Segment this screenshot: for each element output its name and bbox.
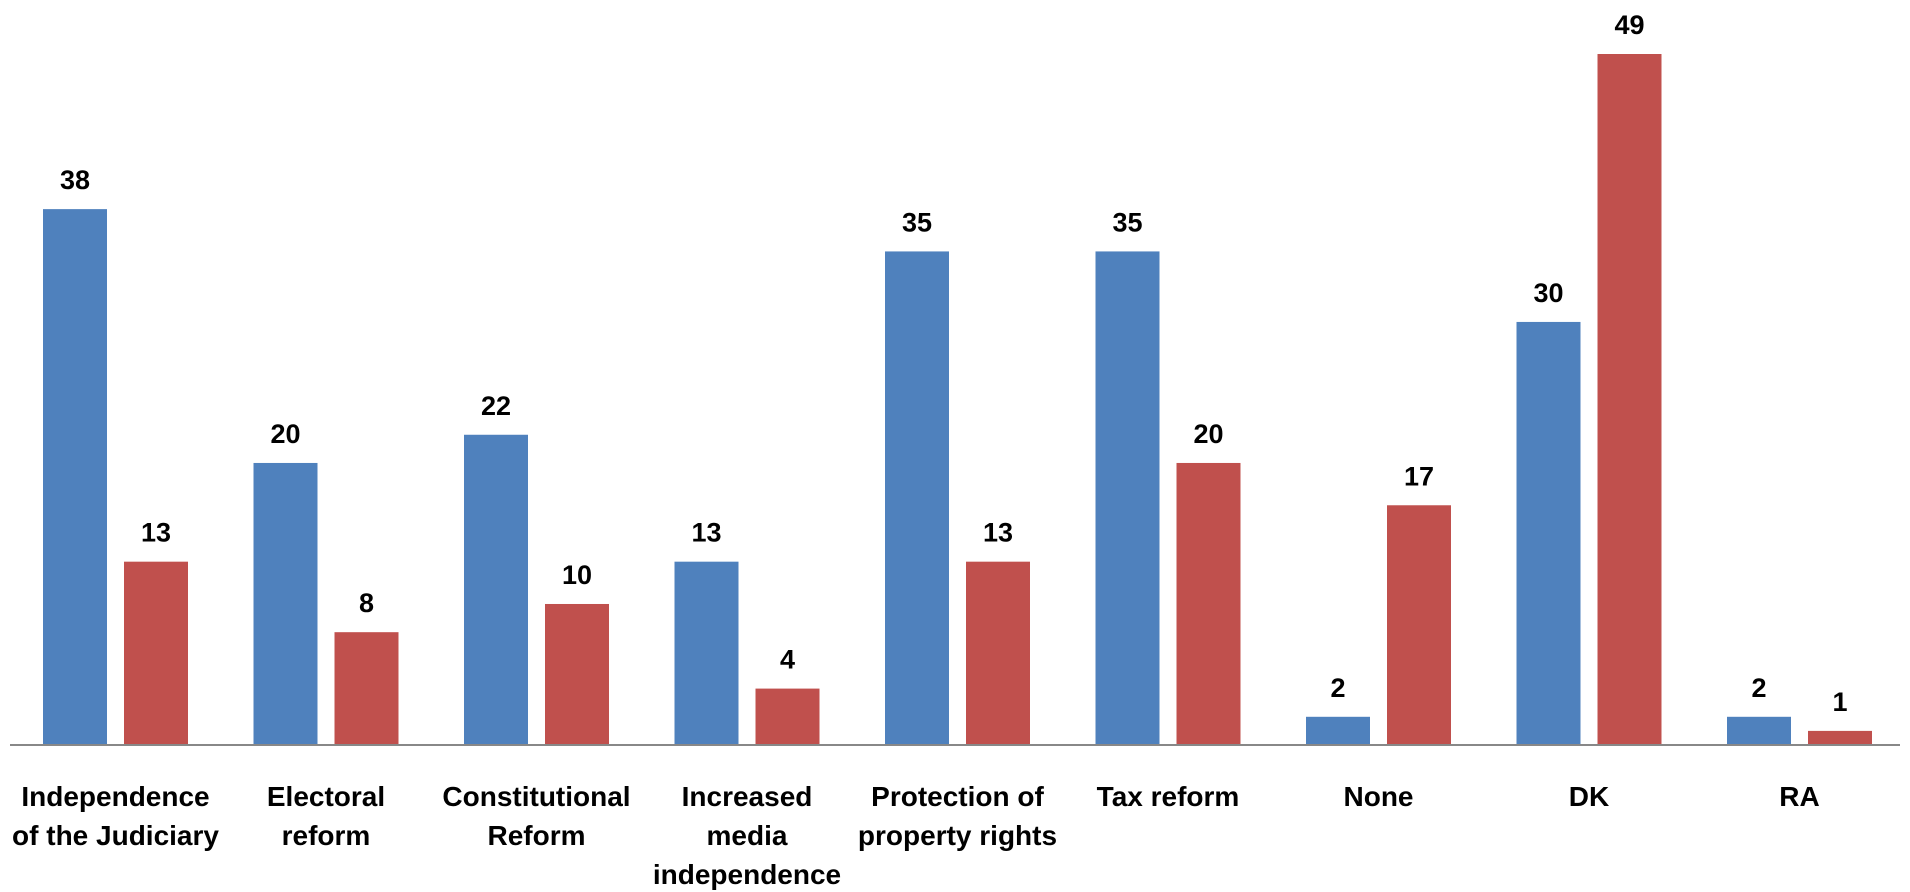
category-label-line: Electoral bbox=[267, 781, 385, 812]
category-label: Increased media independence bbox=[653, 781, 841, 890]
category-label: Constitutional Reform bbox=[442, 781, 630, 851]
bar bbox=[43, 209, 107, 746]
data-label: 17 bbox=[1404, 461, 1434, 491]
bar bbox=[1095, 251, 1160, 745]
data-label: 20 bbox=[270, 419, 300, 449]
bar bbox=[674, 561, 739, 745]
data-label: 2 bbox=[1330, 673, 1345, 703]
bar bbox=[545, 603, 609, 745]
data-label: 35 bbox=[902, 207, 932, 237]
category-label-line: Independence bbox=[21, 781, 209, 812]
data-label: 20 bbox=[1193, 419, 1223, 449]
bar bbox=[124, 561, 188, 745]
category-label-line: property rights bbox=[858, 820, 1057, 851]
data-label: 8 bbox=[359, 588, 374, 618]
data-label: 10 bbox=[562, 560, 592, 590]
bar bbox=[885, 251, 949, 745]
category-label: RA bbox=[1779, 781, 1819, 812]
bar bbox=[464, 434, 528, 745]
category-label: DK bbox=[1569, 781, 1609, 812]
category-label-line: Tax reform bbox=[1097, 781, 1240, 812]
data-label: 13 bbox=[691, 518, 721, 548]
data-label: 22 bbox=[481, 391, 511, 421]
bar bbox=[1387, 505, 1451, 745]
data-label: 13 bbox=[141, 518, 171, 548]
category-label-line: None bbox=[1344, 781, 1414, 812]
category-label-line: media bbox=[707, 820, 788, 851]
category-label-line: Protection of bbox=[871, 781, 1044, 812]
data-label: 49 bbox=[1614, 10, 1644, 40]
bar bbox=[1306, 716, 1370, 745]
data-label: 13 bbox=[983, 518, 1013, 548]
bar bbox=[334, 632, 399, 745]
data-label: 30 bbox=[1533, 278, 1563, 308]
bar bbox=[755, 688, 820, 745]
bar bbox=[1176, 462, 1241, 745]
category-label-line: Increased bbox=[682, 781, 813, 812]
data-label: 1 bbox=[1832, 687, 1847, 717]
category-label: None bbox=[1344, 781, 1414, 812]
category-label: Tax reform bbox=[1097, 781, 1240, 812]
bar bbox=[1808, 730, 1872, 745]
category-label-line: of the Judiciary bbox=[12, 820, 219, 851]
bar bbox=[1727, 716, 1791, 745]
value-labels-layer: 38 13 20 8 22 10 13 4 35 13 35 20 2 17 30 49 2 1 bbox=[60, 10, 1848, 717]
bar bbox=[1516, 321, 1581, 745]
category-label-line: independence bbox=[653, 859, 841, 890]
bar bbox=[966, 561, 1030, 745]
category-label: Independence of the Judiciary bbox=[12, 781, 219, 851]
category-labels-layer: Independence of the Judiciary Electoral ref… bbox=[12, 781, 1820, 890]
bar bbox=[1597, 54, 1662, 745]
data-label: 38 bbox=[60, 165, 90, 195]
category-label-line: RA bbox=[1779, 781, 1819, 812]
data-label: 35 bbox=[1112, 207, 1142, 237]
category-label-line: Reform bbox=[487, 820, 585, 851]
category-label: Electoral reform bbox=[267, 781, 385, 851]
data-label: 4 bbox=[780, 645, 795, 675]
category-label-line: reform bbox=[282, 820, 371, 851]
category-label-line: DK bbox=[1569, 781, 1609, 812]
bar bbox=[253, 462, 318, 745]
data-label: 2 bbox=[1751, 673, 1766, 703]
bars-layer bbox=[43, 54, 1872, 746]
category-label-line: Constitutional bbox=[442, 781, 630, 812]
category-label: Protection of property rights bbox=[858, 781, 1057, 851]
